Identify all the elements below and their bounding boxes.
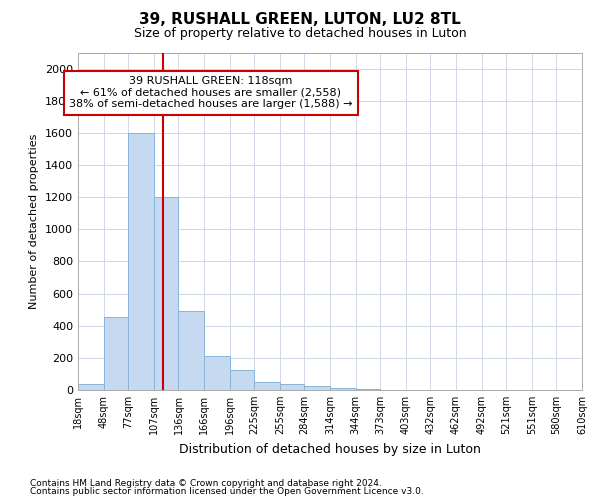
- Bar: [78, 384, 104, 390]
- Bar: [254, 382, 280, 390]
- X-axis label: Distribution of detached houses by size in Luton: Distribution of detached houses by size …: [179, 442, 481, 456]
- Bar: [304, 386, 330, 390]
- Bar: [104, 317, 128, 390]
- Y-axis label: Number of detached properties: Number of detached properties: [29, 134, 40, 309]
- Bar: [128, 133, 154, 390]
- Text: 39 RUSHALL GREEN: 118sqm
← 61% of detached houses are smaller (2,558)
38% of sem: 39 RUSHALL GREEN: 118sqm ← 61% of detach…: [69, 76, 353, 110]
- Text: Contains HM Land Registry data © Crown copyright and database right 2024.: Contains HM Land Registry data © Crown c…: [30, 478, 382, 488]
- Text: Size of property relative to detached houses in Luton: Size of property relative to detached ho…: [134, 28, 466, 40]
- Text: Contains public sector information licensed under the Open Government Licence v3: Contains public sector information licen…: [30, 487, 424, 496]
- Bar: [356, 389, 380, 390]
- Bar: [154, 197, 178, 390]
- Bar: [280, 384, 304, 390]
- Bar: [204, 356, 230, 390]
- Bar: [230, 370, 254, 390]
- Text: 39, RUSHALL GREEN, LUTON, LU2 8TL: 39, RUSHALL GREEN, LUTON, LU2 8TL: [139, 12, 461, 28]
- Bar: [178, 311, 204, 390]
- Bar: [330, 388, 356, 390]
